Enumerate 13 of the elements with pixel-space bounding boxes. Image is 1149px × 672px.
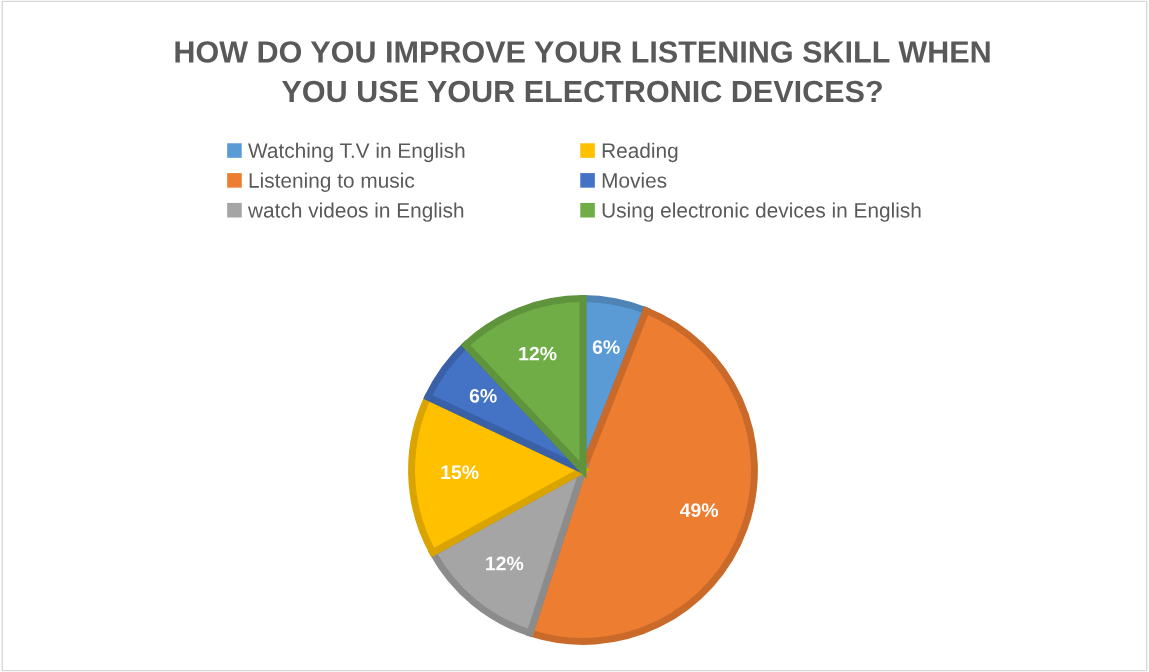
data-label: 6% [592, 340, 620, 354]
data-label: 12% [486, 556, 524, 571]
legend-label: watch videos in English [247, 202, 464, 222]
legend-label: Movies [602, 172, 667, 188]
data-label: 6% [469, 388, 497, 403]
legend-label: Using electronic devices in English [602, 202, 921, 222]
chart-title: HOW DO YOU IMPROVE YOUR LISTENING SKILL WHEN YOU USE YOUR ELECTRONIC DEVICES? [175, 41, 990, 103]
legend-label: Listening to music [249, 172, 415, 192]
data-label: 12% [519, 346, 557, 361]
data-label: 49% [679, 503, 719, 518]
legend-label: Watching T.V in English [248, 142, 465, 163]
data-label: 15% [441, 465, 479, 480]
legend-label: Reading [602, 142, 678, 163]
